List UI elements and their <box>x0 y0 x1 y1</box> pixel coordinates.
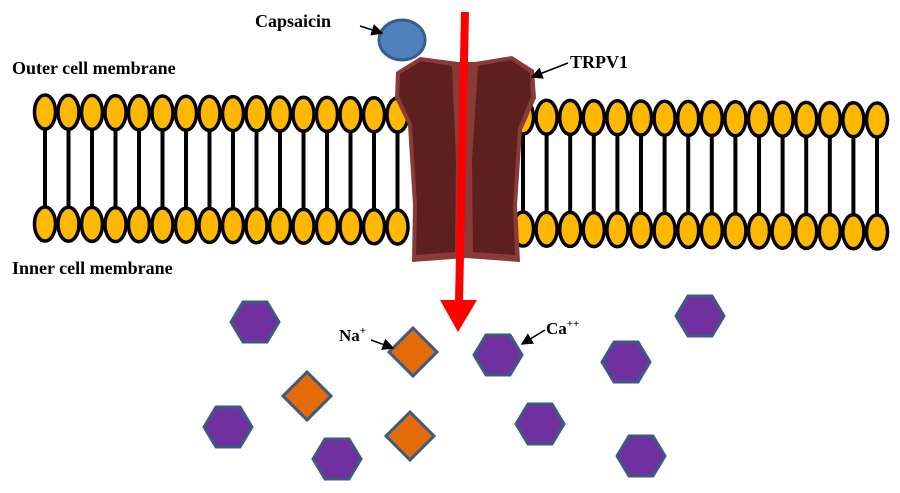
phospholipid <box>385 96 410 246</box>
sodium-label: Na+ <box>339 325 366 345</box>
calcium-ion <box>615 434 667 478</box>
inner-membrane-label: Inner cell membrane <box>12 258 173 278</box>
phospholipid <box>723 100 748 250</box>
phospholipid <box>150 94 175 244</box>
trpv1-label: TRPV1 <box>570 52 628 72</box>
calcium-ion <box>229 300 281 344</box>
phospholipid <box>699 99 725 250</box>
phospholipid <box>557 98 583 249</box>
phospholipid <box>314 95 340 246</box>
ion-flow-arrow <box>440 11 477 332</box>
phospholipid <box>841 101 866 251</box>
trpv1-channel <box>395 56 536 262</box>
phospholipid <box>746 100 772 250</box>
channel-left-half <box>399 61 456 255</box>
calcium-ion <box>514 402 566 446</box>
phospholipid <box>338 95 363 246</box>
phospholipid <box>56 93 81 243</box>
phospholipid <box>103 93 128 244</box>
phospholipid <box>32 93 58 243</box>
trpv1-pointer <box>530 62 569 79</box>
calcium-ion <box>202 405 254 449</box>
phospholipid <box>244 95 269 245</box>
phospholipid <box>864 101 890 251</box>
phospholipid <box>581 98 607 249</box>
phospholipid <box>605 99 630 249</box>
phospholipid <box>652 99 677 249</box>
phospholipid <box>267 95 293 245</box>
phospholipid <box>534 98 559 248</box>
phospholipid <box>197 94 222 245</box>
ions <box>202 294 726 481</box>
calcium-pointer <box>520 329 546 345</box>
phospholipid <box>361 96 387 246</box>
lipid-bilayer <box>32 93 890 251</box>
phospholipid <box>291 95 316 245</box>
phospholipid <box>770 100 795 250</box>
phospholipid <box>793 100 819 251</box>
sodium-ion <box>280 369 334 423</box>
capsaicin-pointer <box>359 24 384 36</box>
phospholipid <box>126 94 152 244</box>
calcium-ion <box>472 333 524 377</box>
calcium-label: Ca++ <box>546 318 579 338</box>
calcium-ion <box>311 437 363 481</box>
capsaicin-molecule <box>377 18 427 62</box>
phospholipid <box>628 99 654 249</box>
calcium-ion <box>600 340 652 384</box>
phospholipid <box>173 94 199 244</box>
sodium-ion <box>383 409 437 463</box>
sodium-pointer <box>370 338 395 351</box>
outer-membrane-label: Outer cell membrane <box>12 58 176 78</box>
phospholipid <box>79 93 105 244</box>
sodium-ion <box>386 325 440 379</box>
capsaicin-label: Capsaicin <box>255 11 331 31</box>
phospholipid <box>220 94 246 245</box>
channel-right-half <box>472 60 531 255</box>
phospholipid <box>675 99 701 250</box>
calcium-ion <box>674 294 726 338</box>
phospholipid <box>817 100 843 251</box>
